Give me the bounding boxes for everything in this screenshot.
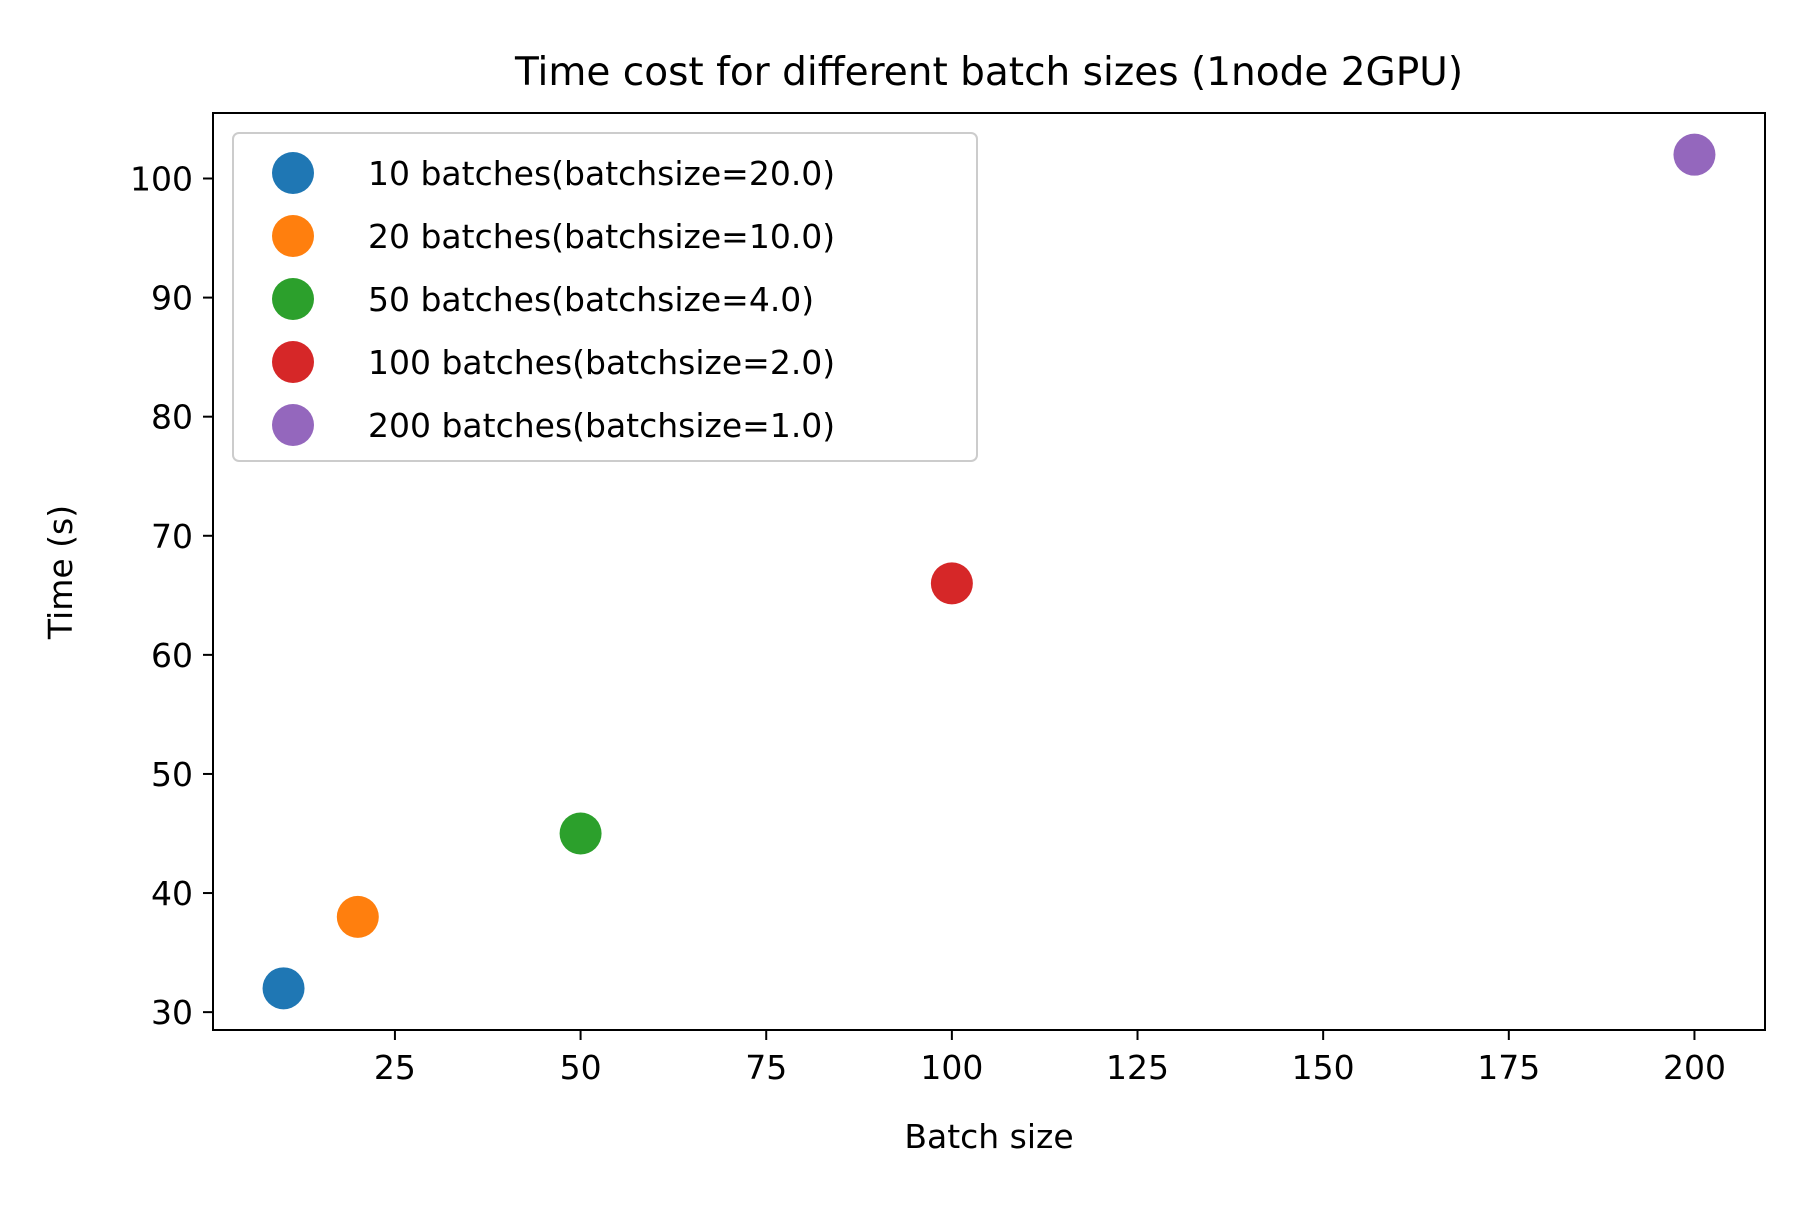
- legend-marker-4: [272, 341, 314, 383]
- y-tick-label: 30: [151, 993, 193, 1032]
- x-tick-label: 150: [1292, 1048, 1355, 1087]
- data-point-4: [930, 562, 973, 605]
- legend-marker-1: [272, 152, 314, 194]
- y-tick-label: 100: [130, 160, 193, 199]
- plot-area-frame: [212, 112, 1766, 1031]
- x-tick-label: 175: [1477, 1048, 1540, 1087]
- x-tick-label: 125: [1106, 1048, 1169, 1087]
- legend-entry-label: 200 batches(batchsize=1.0): [368, 406, 835, 445]
- y-axis-label: Time (s): [41, 505, 80, 640]
- x-tick-label: 75: [745, 1048, 787, 1087]
- x-axis: 25 50 75 100 125 150 175 200: [374, 1030, 1726, 1087]
- data-point-3: [559, 812, 602, 855]
- y-tick-label: 40: [151, 874, 193, 913]
- legend-entry-label: 100 batches(batchsize=2.0): [368, 343, 835, 382]
- data-points: [262, 133, 1716, 1010]
- x-tick-label: 200: [1663, 1048, 1726, 1087]
- chart-title: Time cost for different batch sizes (1no…: [514, 50, 1463, 95]
- y-tick-label: 90: [151, 279, 193, 318]
- legend-marker-2: [272, 215, 314, 257]
- legend-marker-3: [272, 278, 314, 320]
- y-tick-label: 70: [151, 517, 193, 556]
- legend-entry-label: 20 batches(batchsize=10.0): [368, 217, 835, 256]
- legend-marker-5: [272, 404, 314, 446]
- legend-frame: [232, 132, 978, 462]
- x-tick-label: 25: [374, 1048, 416, 1087]
- legend: 10 batches(batchsize=20.0) 20 batches(bat…: [232, 132, 978, 462]
- legend-entry-label: 50 batches(batchsize=4.0): [368, 280, 814, 319]
- x-tick-label: 100: [920, 1048, 983, 1087]
- data-point-2: [336, 895, 379, 938]
- y-tick-label: 50: [151, 755, 193, 794]
- y-tick-label: 80: [151, 398, 193, 437]
- data-point-1: [262, 967, 305, 1010]
- x-axis-label: Batch size: [904, 1117, 1073, 1156]
- x-tick-label: 50: [560, 1048, 602, 1087]
- legend-entry-label: 10 batches(batchsize=20.0): [368, 154, 835, 193]
- data-point-5: [1673, 133, 1716, 176]
- y-axis: 30 40 50 60 70 80 90 100: [130, 160, 213, 1032]
- y-tick-label: 60: [151, 636, 193, 675]
